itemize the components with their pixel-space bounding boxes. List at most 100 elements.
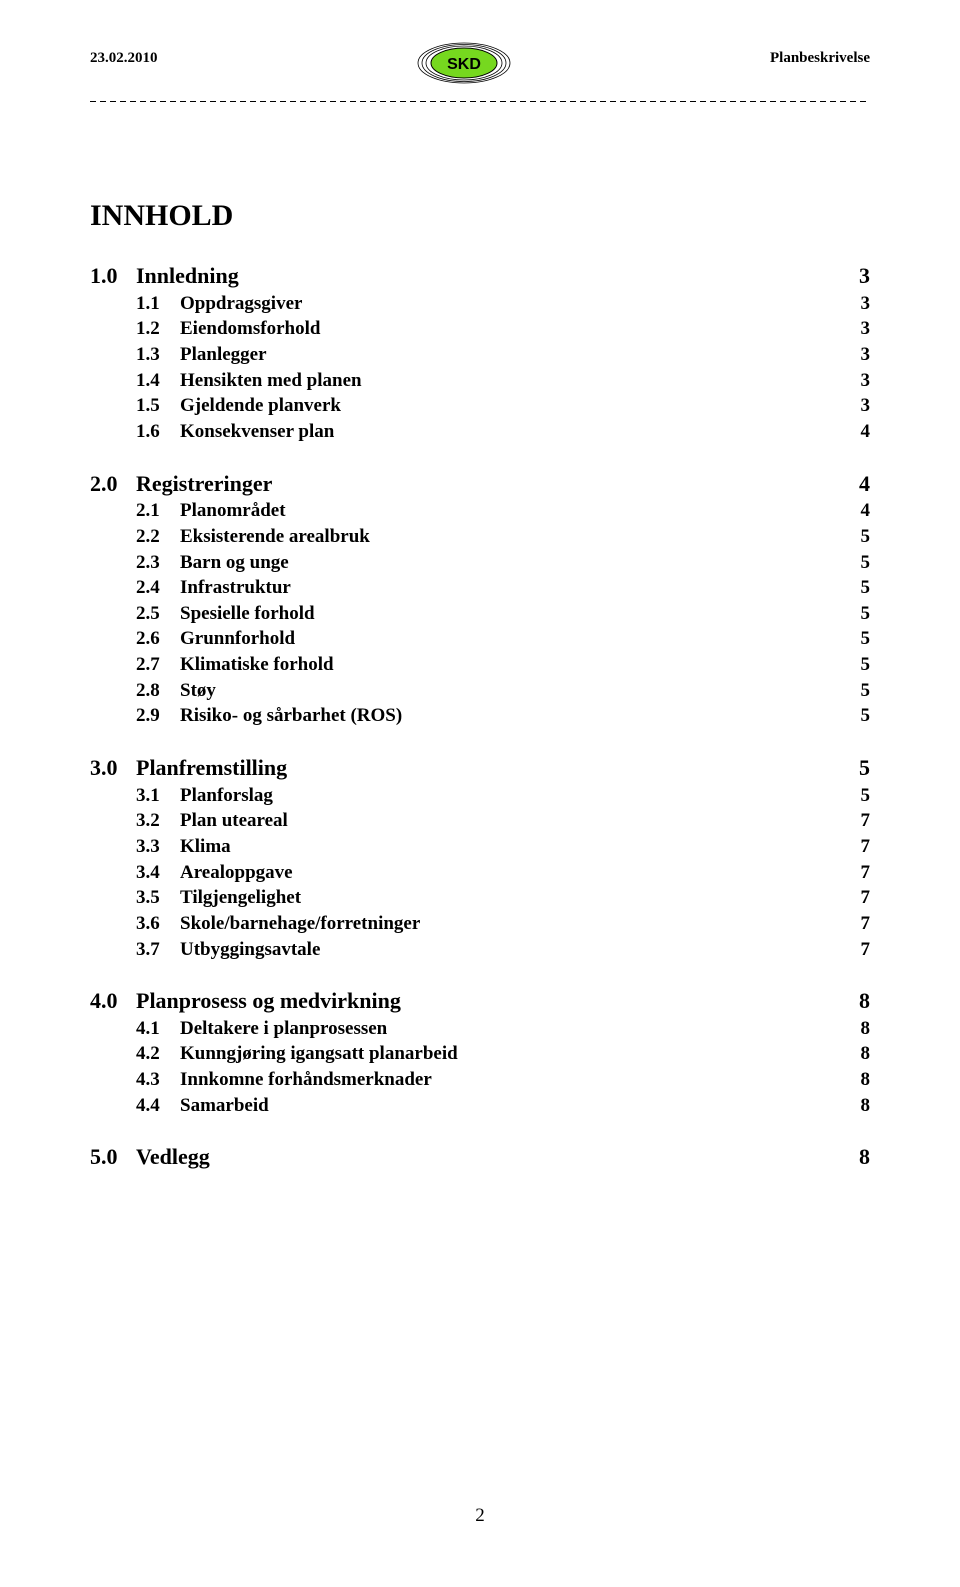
toc-section-row: 1.0Innledning3 xyxy=(90,261,870,291)
toc-sub-page: 4 xyxy=(820,498,870,524)
toc-sub-label: Hensikten med planen xyxy=(180,368,820,394)
toc-sub-label: Innkomne forhåndsmerknader xyxy=(180,1067,820,1093)
toc-sub-number: 3.1 xyxy=(136,783,180,809)
toc-sub-number: 1.1 xyxy=(136,291,180,317)
toc-sub-row: 2.1Planområdet4 xyxy=(90,498,870,524)
toc-sub-row: 4.1Deltakere i planprosessen8 xyxy=(90,1016,870,1042)
toc-sub-page: 5 xyxy=(820,524,870,550)
toc-sub-label: Grunnforhold xyxy=(180,626,820,652)
skd-logo-icon: SKD xyxy=(414,42,514,84)
toc-sub-row: 4.2Kunngjøring igangsatt planarbeid8 xyxy=(90,1041,870,1067)
toc-sub-label: Skole/barnehage/forretninger xyxy=(180,911,820,937)
toc-group-gap xyxy=(90,729,870,753)
toc-sub-label: Planforslag xyxy=(180,783,820,809)
toc-sub-number: 3.6 xyxy=(136,911,180,937)
toc-sub-row: 2.8Støy5 xyxy=(90,678,870,704)
toc-sub-label: Risiko- og sårbarhet (ROS) xyxy=(180,703,820,729)
toc-sub-label: Plan uteareal xyxy=(180,808,820,834)
toc-section-number: 4.0 xyxy=(90,986,136,1016)
toc-sub-page: 3 xyxy=(820,316,870,342)
toc-sub-row: 3.1Planforslag5 xyxy=(90,783,870,809)
toc-sub-number: 3.5 xyxy=(136,885,180,911)
toc-sub-label: Planlegger xyxy=(180,342,820,368)
toc-sub-number: 2.9 xyxy=(136,703,180,729)
toc-sub-label: Kunngjøring igangsatt planarbeid xyxy=(180,1041,820,1067)
toc-sub-label: Gjeldende planverk xyxy=(180,393,820,419)
toc-sub-page: 7 xyxy=(820,808,870,834)
toc-sub-label: Klimatiske forhold xyxy=(180,652,820,678)
toc-sub-label: Deltakere i planprosessen xyxy=(180,1016,820,1042)
header-divider xyxy=(90,100,870,104)
toc-sub-row: 1.1Oppdragsgiver3 xyxy=(90,291,870,317)
toc-sub-page: 8 xyxy=(820,1041,870,1067)
toc-section-page: 8 xyxy=(820,986,870,1016)
toc-sub-number: 2.6 xyxy=(136,626,180,652)
toc-section-number: 5.0 xyxy=(90,1142,136,1172)
toc-group-gap xyxy=(90,445,870,469)
toc-sub-row: 3.7Utbyggingsavtale7 xyxy=(90,937,870,963)
toc-sub-page: 7 xyxy=(820,885,870,911)
toc-section-page: 3 xyxy=(820,261,870,291)
page-number: 2 xyxy=(0,1505,960,1527)
toc-sub-number: 3.4 xyxy=(136,860,180,886)
toc-sub-label: Arealoppgave xyxy=(180,860,820,886)
toc-sub-number: 2.5 xyxy=(136,601,180,627)
toc-sub-row: 3.5Tilgjengelighet7 xyxy=(90,885,870,911)
toc-sub-row: 1.3Planlegger3 xyxy=(90,342,870,368)
toc-section-page: 5 xyxy=(820,753,870,783)
toc-section-row: 4.0Planprosess og medvirkning8 xyxy=(90,986,870,1016)
toc-sub-page: 5 xyxy=(820,601,870,627)
toc-group-gap xyxy=(90,1118,870,1142)
toc-sub-page: 5 xyxy=(820,678,870,704)
logo: SKD xyxy=(414,42,514,84)
toc-sub-label: Eiendomsforhold xyxy=(180,316,820,342)
toc-sub-row: 1.4Hensikten med planen3 xyxy=(90,368,870,394)
toc-sub-row: 3.6Skole/barnehage/forretninger7 xyxy=(90,911,870,937)
toc-sub-label: Barn og unge xyxy=(180,550,820,576)
header-date: 23.02.2010 xyxy=(90,50,158,67)
toc-sub-number: 1.3 xyxy=(136,342,180,368)
document-page: 23.02.2010 SKD Planbeskrivelse INNHOLD 1… xyxy=(0,0,960,1587)
toc-sub-number: 3.2 xyxy=(136,808,180,834)
toc-sub-page: 5 xyxy=(820,703,870,729)
toc-sub-row: 2.9Risiko- og sårbarhet (ROS)5 xyxy=(90,703,870,729)
toc-section-label: Vedlegg xyxy=(136,1142,820,1172)
toc-sub-row: 2.6Grunnforhold5 xyxy=(90,626,870,652)
toc-sub-row: 2.3Barn og unge5 xyxy=(90,550,870,576)
header-doc-type: Planbeskrivelse xyxy=(770,50,870,67)
toc-sub-row: 4.3Innkomne forhåndsmerknader8 xyxy=(90,1067,870,1093)
toc-group-gap xyxy=(90,962,870,986)
toc-sub-number: 4.1 xyxy=(136,1016,180,1042)
toc-sub-number: 1.2 xyxy=(136,316,180,342)
toc-sub-page: 5 xyxy=(820,575,870,601)
toc-sub-row: 1.5Gjeldende planverk3 xyxy=(90,393,870,419)
toc-sub-page: 7 xyxy=(820,911,870,937)
toc-sub-page: 4 xyxy=(820,419,870,445)
toc-sub-label: Klima xyxy=(180,834,820,860)
toc-section-row: 2.0Registreringer4 xyxy=(90,469,870,499)
toc-section-label: Planfremstilling xyxy=(136,753,820,783)
toc-sub-number: 3.7 xyxy=(136,937,180,963)
toc-section-label: Planprosess og medvirkning xyxy=(136,986,820,1016)
toc-section-page: 8 xyxy=(820,1142,870,1172)
toc-sub-number: 2.1 xyxy=(136,498,180,524)
toc-sub-row: 4.4Samarbeid8 xyxy=(90,1093,870,1119)
toc-sub-row: 3.2Plan uteareal7 xyxy=(90,808,870,834)
toc-sub-label: Samarbeid xyxy=(180,1093,820,1119)
page-title: INNHOLD xyxy=(90,199,870,233)
toc-sub-row: 1.6Konsekvenser plan4 xyxy=(90,419,870,445)
document-body: INNHOLD 1.0Innledning31.1Oppdragsgiver31… xyxy=(90,199,870,1172)
toc-section-number: 2.0 xyxy=(90,469,136,499)
toc-sub-label: Infrastruktur xyxy=(180,575,820,601)
toc-section-page: 4 xyxy=(820,469,870,499)
toc-sub-number: 3.3 xyxy=(136,834,180,860)
toc-sub-label: Konsekvenser plan xyxy=(180,419,820,445)
toc-sub-number: 1.6 xyxy=(136,419,180,445)
toc-sub-label: Utbyggingsavtale xyxy=(180,937,820,963)
logo-text: SKD xyxy=(447,56,481,73)
toc-sub-page: 5 xyxy=(820,550,870,576)
toc-sub-row: 1.2Eiendomsforhold3 xyxy=(90,316,870,342)
toc-sub-row: 2.2Eksisterende arealbruk5 xyxy=(90,524,870,550)
toc-sub-number: 1.5 xyxy=(136,393,180,419)
toc-section-number: 1.0 xyxy=(90,261,136,291)
